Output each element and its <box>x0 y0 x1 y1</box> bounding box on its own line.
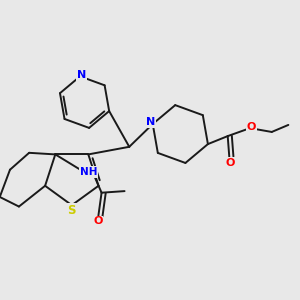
Text: S: S <box>68 204 76 217</box>
Text: NH: NH <box>80 167 98 177</box>
Text: O: O <box>247 122 256 132</box>
Text: O: O <box>225 158 235 168</box>
Text: N: N <box>77 70 86 80</box>
Text: N: N <box>146 117 155 128</box>
Text: O: O <box>93 216 102 226</box>
